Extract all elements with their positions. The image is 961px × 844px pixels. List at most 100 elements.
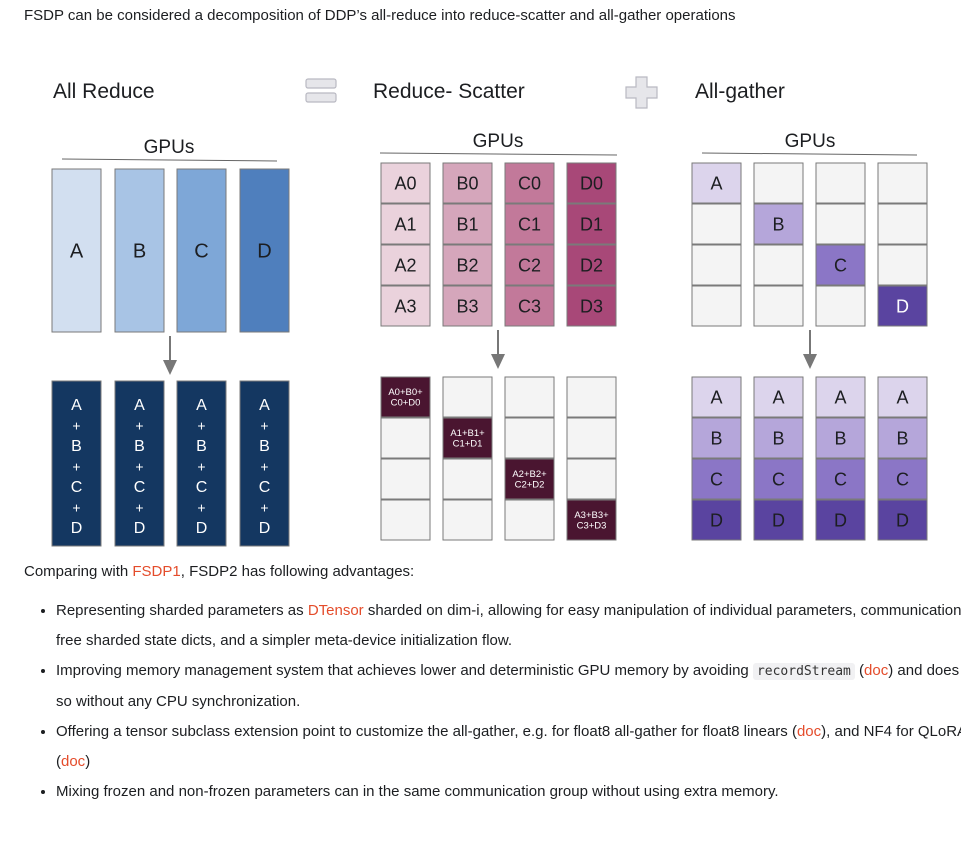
cell-label: B xyxy=(772,214,784,234)
shard-cell-d3: D3 xyxy=(566,285,617,327)
cell-label: D xyxy=(257,241,271,263)
cell-label: B2 xyxy=(456,255,478,275)
equals-icon xyxy=(305,78,337,103)
reduced-shard-0: A0+B0+C0+D0 xyxy=(380,376,431,418)
doc-link[interactable]: doc xyxy=(61,753,86,770)
output-part: D xyxy=(196,520,208,537)
all-reduce-output: A + B + C + D xyxy=(114,380,165,547)
all-reduce-output: A + B + C + D xyxy=(176,380,227,547)
cell-label: D xyxy=(772,510,785,530)
cell-label: C xyxy=(834,255,847,275)
cell-label: C1 xyxy=(518,214,541,234)
output-part: A xyxy=(196,397,207,414)
empty-cell xyxy=(380,417,431,459)
output-part: B xyxy=(71,438,82,455)
output-part: C xyxy=(134,479,146,496)
all-gather-title: All-gather xyxy=(695,80,785,103)
gathered-a: A xyxy=(815,376,866,418)
empty-cell xyxy=(691,285,742,327)
empty-cell xyxy=(691,244,742,286)
cell-label: A1 xyxy=(394,214,416,234)
output-part: + xyxy=(135,459,143,475)
compare-prefix: Comparing with xyxy=(24,563,133,580)
doc-link[interactable]: doc xyxy=(864,662,889,679)
cell-label: B3 xyxy=(456,296,478,316)
advantage-text: sharded on dim-i, allowing for easy mani… xyxy=(56,602,961,649)
doc-link[interactable]: doc xyxy=(796,723,822,740)
output-part: C xyxy=(259,479,271,496)
cell-label: D xyxy=(710,510,723,530)
gpu-input-d: D xyxy=(239,168,290,333)
all-reduce-output: A + B + C + D xyxy=(51,380,102,547)
cell-label: C xyxy=(710,469,723,489)
shard-d: D xyxy=(877,285,928,327)
output-part: D xyxy=(134,520,146,537)
gpus-label-all-gather: GPUs xyxy=(785,131,836,152)
empty-cell xyxy=(753,244,804,286)
record-stream-code: recordStream xyxy=(752,663,855,680)
output-part: + xyxy=(260,418,268,434)
empty-cell xyxy=(753,285,804,327)
reduced-shard-2: A2+B2+C2+D2 xyxy=(504,458,555,500)
empty-cell xyxy=(815,162,866,204)
shard-cell-b0: B0 xyxy=(442,162,493,204)
gathered-c: C xyxy=(815,458,866,500)
gathered-a: A xyxy=(691,376,742,418)
output-part: + xyxy=(260,500,268,516)
gpus-line-reduce-scatter xyxy=(379,152,618,156)
output-part: C xyxy=(196,479,208,496)
output-part: + xyxy=(197,500,205,516)
output-part: + xyxy=(72,459,80,475)
dtensor-link[interactable]: DTensor xyxy=(307,602,364,619)
gathered-d: D xyxy=(691,499,742,541)
shard-cell-b3: B3 xyxy=(442,285,493,327)
gathered-a: A xyxy=(877,376,928,418)
empty-cell xyxy=(566,458,617,500)
empty-cell xyxy=(504,376,555,418)
gathered-b: B xyxy=(691,417,742,459)
reduced-shard-3: A3+B3+C3+D3 xyxy=(566,499,617,541)
cell-label: C3 xyxy=(518,296,541,316)
cell-label: A xyxy=(896,387,908,407)
cell-label: C xyxy=(896,469,909,489)
fsdp-decomposition-diagram: All Reduce Reduce- Scatter All-gather GP… xyxy=(51,76,928,547)
cell-label: C0+D0 xyxy=(391,398,421,409)
advantage-text: ) xyxy=(85,753,91,770)
cell-label: C1+D1 xyxy=(453,439,483,450)
cell-label: A3+B3+ xyxy=(574,510,609,521)
gathered-b: B xyxy=(815,417,866,459)
gpus-line-all-gather xyxy=(701,152,918,156)
output-part: B xyxy=(134,438,145,455)
list-item: Offering a tensor subclass extension poi… xyxy=(56,717,961,777)
shard-cell-d0: D0 xyxy=(566,162,617,204)
intro-text: FSDP can be considered a decomposition o… xyxy=(24,7,736,24)
cell-label: B1 xyxy=(456,214,478,234)
gathered-a: A xyxy=(753,376,804,418)
reduce-scatter-title: Reduce- Scatter xyxy=(373,80,525,103)
advantage-text: Representing sharded parameters as xyxy=(56,602,308,619)
fsdp1-link[interactable]: FSDP1 xyxy=(132,563,181,580)
cell-label: C xyxy=(772,469,785,489)
shard-cell-c3: C3 xyxy=(504,285,555,327)
cell-label: C2 xyxy=(518,255,541,275)
compare-suffix: , FSDP2 has following advantages: xyxy=(180,563,415,580)
output-part: + xyxy=(197,459,205,475)
empty-cell xyxy=(815,203,866,245)
output-part: B xyxy=(259,438,270,455)
gathered-c: C xyxy=(753,458,804,500)
shard-cell-c2: C2 xyxy=(504,244,555,286)
gathered-b: B xyxy=(877,417,928,459)
empty-cell xyxy=(442,499,493,541)
shard-c: C xyxy=(815,244,866,286)
advantage-text: ) and does so without any CPU synchroniz… xyxy=(56,662,960,710)
empty-cell xyxy=(566,417,617,459)
empty-cell xyxy=(753,162,804,204)
output-part: A xyxy=(134,397,145,414)
cell-label: D xyxy=(834,510,847,530)
cell-label: B xyxy=(772,428,784,448)
shard-cell-d2: D2 xyxy=(566,244,617,286)
gathered-d: D xyxy=(815,499,866,541)
all-reduce-title: All Reduce xyxy=(53,80,155,103)
cell-label: B xyxy=(834,428,846,448)
gathered-b: B xyxy=(753,417,804,459)
